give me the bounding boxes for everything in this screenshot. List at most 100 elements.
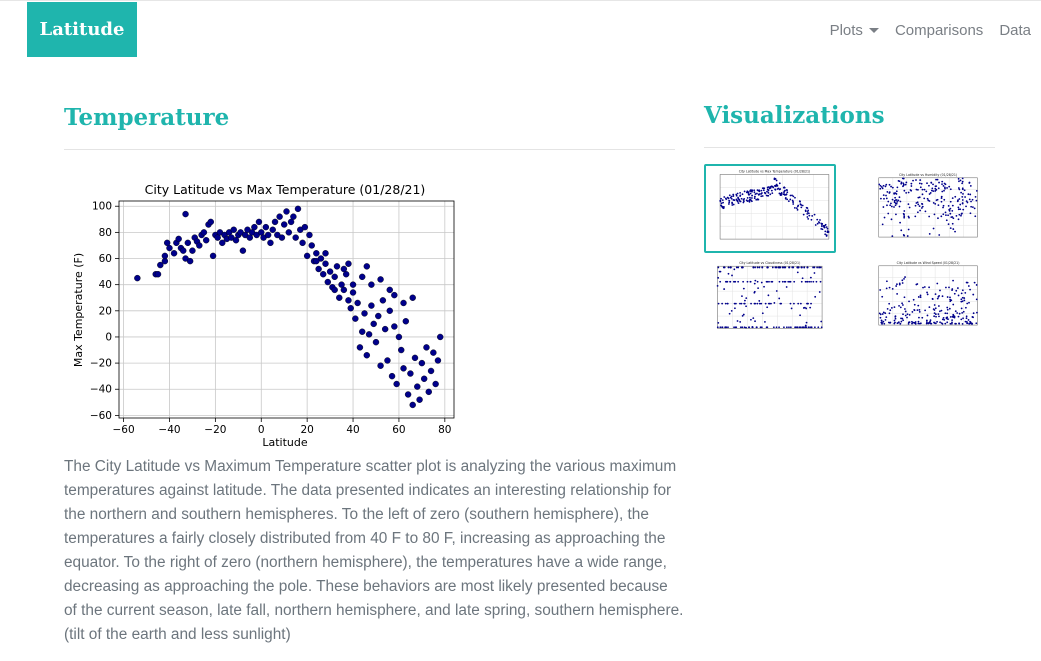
- thumbnail-point: [930, 181, 933, 184]
- thumbnail-point: [880, 197, 882, 200]
- thumbnail-humidity[interactable]: City Latitude vs Humidity (01/28/21): [866, 170, 982, 248]
- data-point: [414, 383, 421, 390]
- thumbnail-point: [808, 214, 811, 217]
- thumbnail-point: [906, 313, 909, 316]
- thumbnail-point: [808, 326, 810, 329]
- thumbnail-point: [797, 204, 800, 207]
- thumbnail-point: [942, 206, 944, 209]
- thumbnail-point: [947, 204, 950, 207]
- thumbnail-point: [901, 302, 903, 305]
- thumbnail-point: [788, 266, 790, 269]
- thumbnail-point: [885, 197, 888, 200]
- data-point: [308, 242, 315, 249]
- thumbnail-temperature[interactable]: City Latitude vs Max Temperature (01/28/…: [704, 164, 836, 253]
- thumbnail-point: [880, 186, 883, 188]
- data-point: [271, 218, 279, 226]
- thumbnail-point: [716, 284, 719, 287]
- thumbnail-point: [904, 310, 907, 313]
- thumbnail-point: [810, 280, 812, 283]
- thumbnail-point: [944, 183, 947, 186]
- thumbnail-point: [801, 277, 804, 280]
- thumbnail-point: [739, 302, 741, 305]
- thumbnail-point: [726, 196, 729, 199]
- thumbnail-point: [760, 195, 763, 198]
- thumbnail-point: [887, 212, 890, 215]
- data-point: [432, 380, 439, 388]
- brand-logo-link[interactable]: Latitude: [27, 2, 137, 57]
- thumbnail-point: [946, 321, 949, 324]
- nav-data-link[interactable]: Data: [999, 22, 1031, 39]
- thumbnail-point: [970, 205, 973, 208]
- thumbnail-point: [730, 309, 733, 312]
- thumbnail-point: [813, 213, 816, 216]
- thumbnail-point: [911, 322, 913, 325]
- thumbnail-point: [795, 207, 798, 210]
- thumbnail-point: [890, 185, 892, 188]
- thumbnail-point: [737, 202, 740, 205]
- thumbnail-point: [881, 313, 884, 315]
- thumbnail-point: [756, 280, 759, 283]
- thumbnail-point: [952, 313, 955, 316]
- thumbnail-point: [921, 316, 924, 319]
- thumbnail-point: [948, 209, 951, 212]
- data-point: [434, 357, 442, 364]
- thumbnail-point: [734, 326, 737, 329]
- thumbnail-point: [785, 286, 788, 288]
- thumbnail-point: [960, 300, 963, 303]
- thumbnail-point: [761, 195, 764, 197]
- thumbnail-point: [768, 280, 770, 283]
- thumbnail-point: [956, 312, 959, 314]
- thumbnail-wind-speed[interactable]: City Latitude vs Wind Speed (01/28/21): [866, 258, 982, 336]
- thumbnail-point: [721, 302, 724, 305]
- data-point: [368, 302, 375, 309]
- thumbnail-point: [789, 302, 792, 305]
- data-point: [402, 318, 410, 325]
- data-point: [285, 229, 292, 236]
- thumbnail-point: [767, 194, 770, 197]
- thumbnail-point: [741, 295, 743, 297]
- thumbnail-point: [945, 219, 948, 222]
- thumbnail-point: [897, 321, 900, 324]
- thumbnail-point: [719, 280, 722, 283]
- thumbnail-point: [945, 214, 947, 216]
- thumbnail-point: [753, 197, 756, 200]
- nav-plots-label: Plots: [829, 22, 863, 39]
- thumbnail-point: [942, 204, 945, 207]
- nav-comparisons-link[interactable]: Comparisons: [894, 22, 984, 39]
- thumbnail-point: [749, 280, 752, 283]
- thumbnail-point: [957, 177, 960, 180]
- data-point: [239, 247, 247, 254]
- thumbnail-point: [748, 326, 751, 329]
- thumbnail-point: [902, 319, 905, 322]
- thumbnail-point: [781, 280, 784, 283]
- thumbnail-point: [751, 194, 754, 197]
- thumbnail-point: [952, 228, 955, 230]
- thumbnail-point: [965, 281, 968, 284]
- thumbnail-cloudiness[interactable]: City Latitude vs Cloudiness (01/28/21): [704, 258, 827, 340]
- x-axis-label: Latitude: [262, 436, 308, 449]
- thumbnail-point: [936, 320, 938, 323]
- data-point: [209, 252, 217, 260]
- thumbnail-point: [719, 200, 722, 203]
- thumbnail-point: [935, 178, 938, 181]
- thumbnail-point: [762, 189, 765, 192]
- thumbnail-point: [919, 296, 922, 299]
- thumbnail-point: [792, 203, 795, 205]
- thumbnail-point: [946, 187, 948, 189]
- thumbnail-point: [725, 326, 728, 329]
- thumbnail-point: [773, 184, 776, 187]
- thumbnail-point: [971, 316, 974, 318]
- data-point: [363, 352, 371, 359]
- thumbnail-frame: [719, 174, 830, 240]
- thumbnail-point: [906, 316, 908, 319]
- thumbnail-point: [964, 196, 966, 198]
- thumbnail-point: [925, 190, 928, 193]
- thumbnail-point: [796, 208, 799, 211]
- thumbnail-point: [950, 216, 953, 219]
- thumbnail-point: [724, 302, 727, 305]
- thumbnail-title: City Latitude vs Wind Speed (01/28/21): [897, 261, 960, 265]
- thumbnail-point: [961, 296, 964, 299]
- data-point: [398, 346, 405, 354]
- thumbnail-point: [731, 274, 733, 277]
- nav-plots-dropdown[interactable]: Plots: [830, 22, 879, 39]
